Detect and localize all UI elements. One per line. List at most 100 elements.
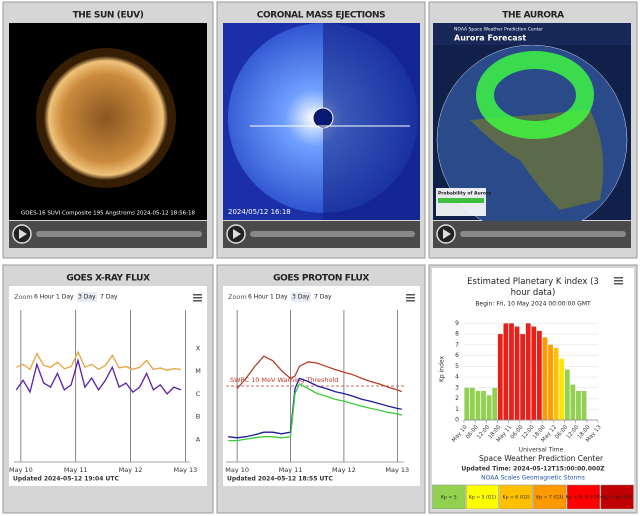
zoom-button[interactable]: 7 Day [314, 294, 332, 301]
bar [481, 391, 486, 420]
menu-icon-bar[interactable] [406, 294, 415, 296]
seek-bar[interactable] [250, 231, 415, 237]
chart-title: Estimated Planetary K index (3 hour data) [467, 277, 599, 298]
legend-label: Kp = 7 (G3) [536, 495, 563, 501]
legend-label: Kp = 8, 9- (G4) [566, 495, 601, 501]
scales-link[interactable]: NOAA Scales Geomagnetic Storms [481, 475, 585, 482]
bar [486, 395, 492, 420]
y-tick-label: 7 [455, 341, 459, 348]
bar [492, 387, 498, 420]
x-tick-label: May 12 [119, 466, 143, 474]
land [470, 110, 604, 210]
bar [464, 387, 470, 420]
y-tick-label: 8 [455, 331, 459, 338]
legend-label: Kp = 9o (G5) [602, 495, 632, 501]
legend-label: Kp = 6 (G2) [503, 495, 530, 501]
bar [525, 323, 531, 420]
panel-title: CORONAL MASS EJECTIONS [257, 11, 385, 21]
play-icon [19, 229, 27, 239]
zoom-button[interactable]: 6 Hour [34, 294, 55, 301]
legend-scale [438, 198, 484, 203]
seek-bar[interactable] [36, 231, 202, 237]
bar [570, 384, 576, 420]
bar [536, 330, 542, 420]
bar [531, 326, 537, 420]
occulter [312, 107, 334, 129]
x-tick-label: May 11 [64, 466, 88, 474]
x-tick-label: May 12 [332, 466, 356, 474]
panel-title: GOES X-RAY FLUX [66, 274, 150, 284]
legend-swatch [499, 484, 533, 510]
y-tick-label: 2 [455, 395, 459, 402]
updated-text: Updated 2024-05-12 19:04 UTC [13, 476, 119, 483]
series-line [228, 377, 402, 439]
chart-area [9, 286, 207, 486]
menu-icon-bar[interactable] [406, 300, 415, 302]
menu-icon-bar[interactable] [193, 294, 202, 296]
menu-icon-bar[interactable] [614, 283, 623, 285]
aurora-legend-title: Probability of Aurora [438, 191, 491, 197]
menu-icon-bar[interactable] [614, 277, 623, 279]
y-tick-label: B [196, 413, 200, 421]
y-tick-label: 3 [455, 384, 459, 391]
y-tick-label: C [196, 390, 201, 398]
menu-icon-bar[interactable] [614, 280, 623, 282]
menu-icon-bar[interactable] [193, 297, 202, 299]
menu-icon-bar[interactable] [193, 300, 202, 302]
zoom-button[interactable]: 7 Day [100, 294, 118, 301]
image-caption: 2024/05/12 16:18 [228, 208, 291, 216]
x-tick-label: May 11 [279, 466, 303, 474]
zoom-button[interactable]: 3 Day [78, 294, 96, 301]
y-tick-label: 5 [455, 363, 459, 370]
seek-bar[interactable] [460, 231, 626, 237]
series-line [236, 355, 403, 393]
zoom-button[interactable]: 1 Day [56, 294, 74, 301]
series-line [228, 383, 403, 442]
zoom-label: Zoom [228, 293, 247, 301]
series-line [15, 357, 182, 395]
bar [520, 334, 526, 420]
bar [514, 326, 520, 420]
legend-swatch [432, 484, 466, 510]
legend-swatch [465, 484, 500, 510]
y-tick-label: A [196, 435, 201, 443]
series-line [16, 350, 181, 371]
bar [509, 323, 514, 420]
legend-label: Kp = 5 (G1) [469, 495, 496, 501]
y-axis-label: Kp index [439, 356, 446, 383]
y-tick-label: X [196, 345, 201, 353]
panel-title: THE SUN (EUV) [73, 11, 144, 21]
bar [475, 391, 481, 420]
aurora-header-bg [433, 23, 631, 45]
aurora-oval [476, 51, 594, 139]
x-tick-label: May 10 [225, 466, 249, 474]
legend-swatch [566, 484, 601, 510]
image-caption: GOES-16 SUVI Composite 195 Angstroms 202… [21, 211, 195, 217]
bar [469, 387, 475, 420]
y-tick-label: 0 [455, 417, 459, 424]
zoom-button[interactable]: 3 Day [292, 294, 310, 301]
y-tick-label: 9 [455, 320, 459, 327]
begin-text: Begin: Fri, 10 May 2024 00:00:00 GMT [475, 301, 591, 308]
play-icon [443, 229, 451, 239]
zoom-highlight [77, 292, 97, 302]
y-tick-label: M [195, 367, 201, 375]
legend-swatch [600, 484, 634, 510]
credit: Space Weather Prediction Center [479, 454, 604, 463]
cme-half [323, 23, 420, 220]
bar [576, 391, 581, 420]
threshold-label: SWPC 10 MeV Warning Threshold [230, 376, 338, 384]
bar [581, 391, 587, 420]
sun-disk [44, 56, 168, 180]
zoom-button[interactable]: 1 Day [270, 294, 288, 301]
x-tick-label: May 13 [385, 466, 409, 474]
zoom-button[interactable]: 6 Hour [248, 294, 269, 301]
menu-icon-bar[interactable] [406, 297, 415, 299]
bar [553, 348, 559, 420]
play-icon [233, 229, 241, 239]
x-tick-label: May 10 [9, 466, 33, 474]
panel-title: GOES PROTON FLUX [273, 274, 369, 284]
bar [497, 334, 503, 420]
y-tick-label: 4 [455, 374, 459, 381]
